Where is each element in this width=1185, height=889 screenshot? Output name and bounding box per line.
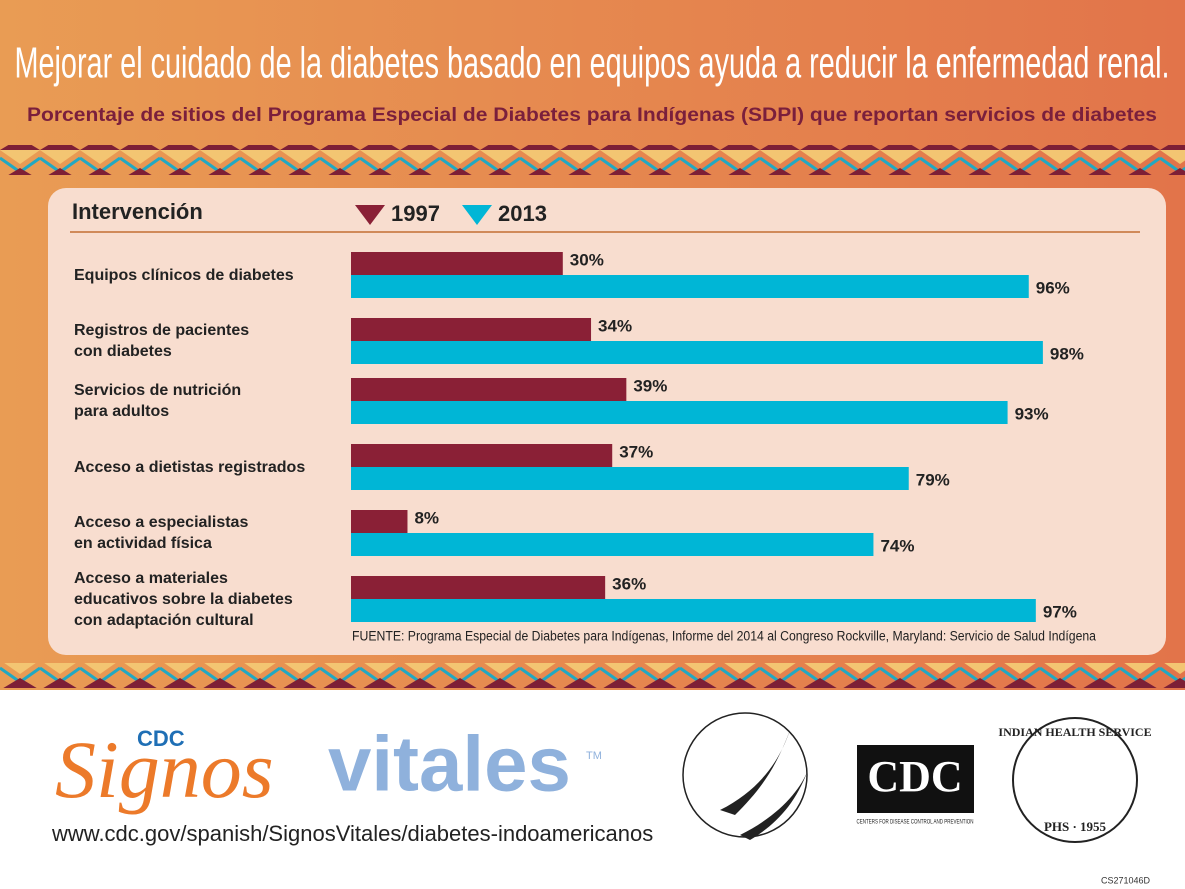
bar — [351, 341, 1043, 364]
value-label: 79% — [916, 470, 950, 489]
bar — [351, 510, 408, 533]
bar — [351, 275, 1029, 298]
bar — [351, 444, 613, 467]
value-label: 93% — [1015, 404, 1049, 423]
bar — [351, 252, 563, 275]
source: FUENTE: Programa Especial de Diabetes pa… — [352, 629, 1096, 644]
value-label: 37% — [619, 442, 653, 461]
ihs-logo: INDIAN HEALTH SERVICE — [998, 725, 1151, 739]
value-label: 97% — [1043, 602, 1077, 621]
legend-swatch — [462, 205, 492, 225]
pattern-band — [0, 145, 1185, 175]
category-header: Intervención — [72, 199, 203, 224]
ihs-logo-sub: PHS · 1955 — [1044, 819, 1107, 834]
category-label: Acceso a materiales educativos sobre la … — [74, 569, 293, 629]
bar — [351, 533, 874, 556]
cdc-logo: CDC — [867, 752, 962, 801]
subtitle: Porcentaje de sitios del Programa Especi… — [27, 105, 1157, 126]
bar — [351, 318, 592, 341]
category-label: Equipos clínicos de diabetes — [74, 266, 294, 284]
legend-label: 2013 — [498, 201, 547, 226]
hhs-logo — [682, 712, 808, 840]
bar — [351, 401, 1008, 424]
url: www.cdc.gov/spanish/SignosVitales/diabet… — [51, 821, 653, 846]
pattern-band — [0, 663, 1185, 688]
category-label: Acceso a especialistas en actividad físi… — [74, 514, 249, 552]
code: CS271046D — [1101, 875, 1151, 885]
brand-prefix: CDC — [137, 726, 185, 751]
brand-vitales: vitales — [328, 720, 571, 808]
ihs-logo-ring — [1012, 717, 1138, 843]
brand-signos: Signos — [55, 724, 274, 815]
value-label: 34% — [598, 316, 632, 335]
value-label: 30% — [570, 250, 604, 269]
value-label: 39% — [633, 376, 667, 395]
value-label: 98% — [1050, 344, 1084, 363]
value-label: 96% — [1036, 278, 1070, 297]
legend-swatch — [355, 205, 385, 225]
cdc-logo-caption: CENTERS FOR DISEASE CONTROL AND PREVENTI… — [857, 820, 974, 826]
value-label: 74% — [880, 536, 914, 555]
bar — [351, 378, 627, 401]
cdc-logo-box — [857, 745, 974, 813]
chart-title: Mejorar el cuidado de la diabetes basado… — [15, 39, 1170, 88]
category-label: Servicios de nutrición para adultos — [74, 382, 242, 420]
value-label: 36% — [612, 574, 646, 593]
bar — [351, 599, 1036, 622]
bar — [351, 467, 909, 490]
brand-tm: TM — [586, 750, 602, 762]
bar — [351, 576, 606, 599]
category-label: Registros de pacientes con diabetes — [74, 322, 250, 360]
category-label: Acceso a dietistas registrados — [74, 458, 306, 476]
value-label: 8% — [414, 508, 439, 527]
legend-label: 1997 — [391, 201, 440, 226]
